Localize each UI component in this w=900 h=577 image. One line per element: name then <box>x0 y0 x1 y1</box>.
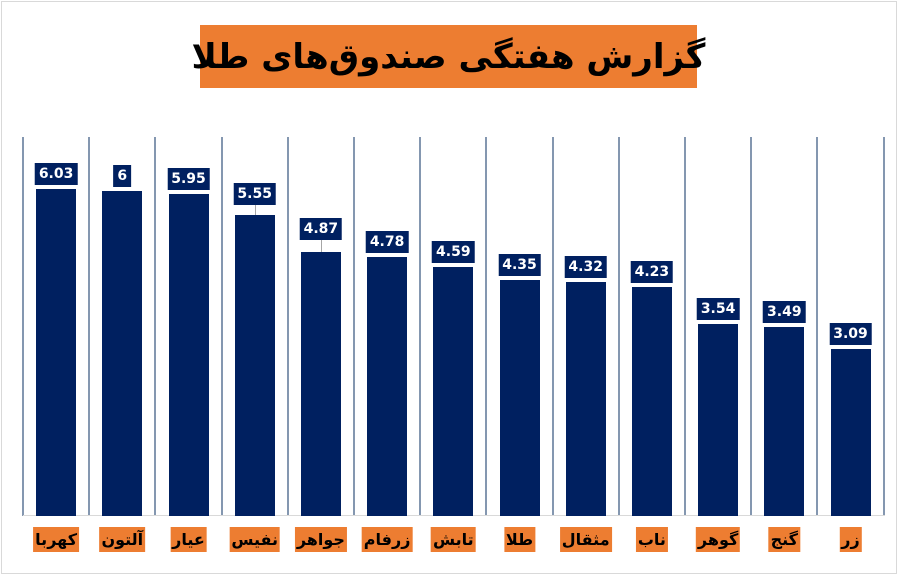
bar[interactable] <box>36 189 77 516</box>
gridline <box>286 137 289 516</box>
category-label: نفیس <box>229 527 281 552</box>
leader-line <box>254 205 256 216</box>
data-label: 4.23 <box>630 260 674 283</box>
data-label: 4.87 <box>299 218 343 241</box>
category-label: تابش <box>430 527 476 552</box>
gridline <box>750 137 753 516</box>
data-label: 6 <box>113 164 132 187</box>
chart-title: گزارش هفتگی صندوق‌های طلا <box>192 25 705 88</box>
category-label: آلتون <box>99 527 146 552</box>
gridline <box>88 137 91 516</box>
gridline <box>882 137 885 516</box>
gridline <box>684 137 686 516</box>
bar[interactable] <box>764 326 805 516</box>
category-label: مثقال <box>559 527 612 552</box>
bar[interactable] <box>433 267 474 516</box>
gridline <box>22 137 24 516</box>
category-label: عیار <box>170 527 207 552</box>
bar[interactable] <box>300 252 341 516</box>
bar[interactable] <box>698 324 739 516</box>
category-label: زر <box>839 527 862 552</box>
data-label: 5.95 <box>167 167 210 190</box>
data-label: 6.03 <box>34 163 78 186</box>
data-label: 3.54 <box>696 298 740 321</box>
bar[interactable] <box>168 193 209 516</box>
bar[interactable] <box>234 215 275 516</box>
bar[interactable] <box>565 281 606 516</box>
data-label: 4.35 <box>498 254 541 277</box>
gridline <box>220 137 223 516</box>
category-label: جواهر <box>294 527 347 552</box>
bar[interactable] <box>367 256 408 516</box>
gridline <box>353 137 355 516</box>
category-label: زرفام <box>361 527 413 552</box>
gridline <box>551 137 554 516</box>
category-label: کهربا <box>33 527 80 552</box>
data-label: 4.59 <box>432 241 475 264</box>
data-label: 4.32 <box>564 255 607 278</box>
category-label: ناب <box>635 527 668 552</box>
data-label: 5.55 <box>233 183 276 206</box>
data-label: 4.78 <box>365 230 409 253</box>
data-label: 3.09 <box>829 322 872 345</box>
gridline <box>485 137 488 516</box>
bar[interactable] <box>830 348 871 516</box>
data-label: 3.49 <box>763 300 806 323</box>
gridline <box>154 137 157 516</box>
category-label: گوهر <box>695 527 741 552</box>
category-label: گنج <box>768 527 800 552</box>
category-label: طلا <box>503 527 536 552</box>
gridline <box>617 137 620 516</box>
gridline <box>419 137 422 516</box>
bar[interactable] <box>102 190 143 516</box>
gridline <box>816 137 819 516</box>
bar[interactable] <box>631 286 672 516</box>
leader-line <box>320 240 322 253</box>
bar[interactable] <box>499 280 540 516</box>
